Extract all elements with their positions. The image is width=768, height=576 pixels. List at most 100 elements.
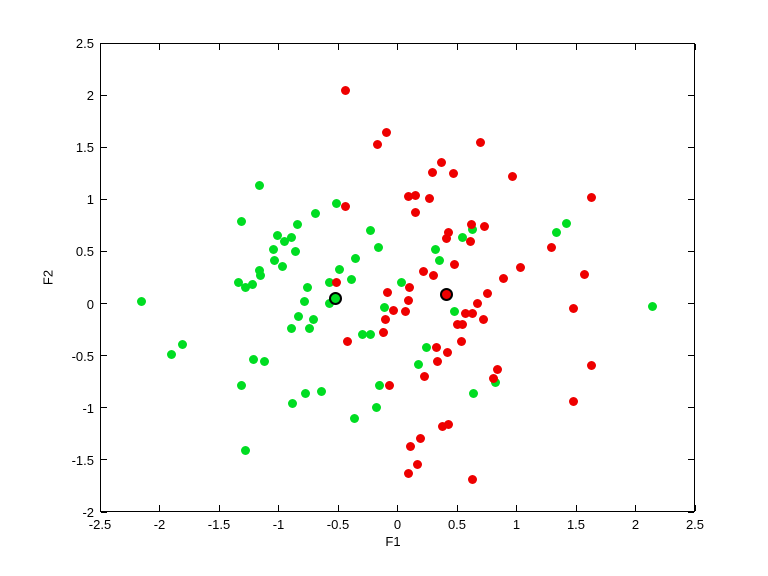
- scatter-point-green: [259, 357, 269, 367]
- scatter-point-red: [546, 242, 556, 252]
- y-tick: [101, 250, 107, 252]
- scatter-point-green: [247, 280, 257, 290]
- scatter-point-green: [552, 228, 562, 238]
- scatter-point-green: [458, 233, 468, 243]
- y-tick-right: [688, 407, 694, 409]
- scatter-point-green: [237, 381, 247, 391]
- scatter-point-green: [294, 311, 304, 321]
- scatter-point-red: [460, 309, 470, 319]
- x-tick-top: [218, 44, 220, 50]
- x-tick-top: [99, 44, 101, 50]
- x-tick-label: 0.5: [447, 517, 467, 532]
- scatter-point-green: [469, 388, 479, 398]
- scatter-point-red: [428, 270, 438, 280]
- x-tick-top: [575, 44, 577, 50]
- scatter-point-red: [569, 304, 579, 314]
- x-tick-label: 2: [631, 517, 640, 532]
- y-tick: [101, 407, 107, 409]
- scatter-point-red: [433, 357, 443, 367]
- x-tick-top: [635, 44, 636, 50]
- scatter-point-green: [371, 403, 381, 413]
- scatter-point-green: [137, 296, 147, 306]
- scatter-point-green: [300, 296, 310, 306]
- scatter-point-red: [382, 128, 392, 138]
- scatter-point-green: [237, 216, 247, 226]
- scatter-point-green: [177, 339, 187, 349]
- scatter-point-green: [287, 233, 297, 243]
- scatter-point-red: [383, 287, 393, 297]
- x-tick: [456, 505, 458, 511]
- scatter-point-red: [465, 236, 475, 246]
- scatter-point-green: [240, 283, 250, 293]
- x-tick: [575, 505, 577, 511]
- x-tick: [337, 505, 339, 511]
- scatter-point-red: [372, 139, 382, 149]
- y-tick: [101, 42, 107, 44]
- y-tick-label: -1.5: [71, 452, 94, 468]
- scatter-point-green: [346, 275, 356, 285]
- scatter-point-green: [270, 256, 280, 266]
- scatter-point-green: [467, 225, 477, 235]
- scatter-point-green: [293, 219, 303, 229]
- centroid-marker-green: [329, 291, 343, 305]
- y-tick-label: 1: [86, 192, 94, 208]
- scatter-point-green: [561, 218, 571, 228]
- scatter-point-green: [373, 242, 383, 252]
- scatter-point-red: [340, 202, 350, 212]
- scatter-point-green: [379, 303, 389, 313]
- x-tick-label: 1.5: [566, 517, 586, 532]
- scatter-point-red: [403, 191, 413, 201]
- scatter-point-green: [240, 446, 250, 455]
- scatter-point-red: [569, 397, 579, 407]
- scatter-point-red: [444, 228, 454, 238]
- scatter-point-red: [437, 158, 447, 168]
- scatter-point-red: [415, 433, 425, 443]
- scatter-point-red: [476, 137, 486, 147]
- scatter-point-red: [472, 299, 482, 309]
- y-tick-label: 2: [86, 88, 94, 104]
- scatter-point-green: [288, 399, 298, 409]
- scatter-point-red: [332, 278, 342, 288]
- scatter-point-red: [478, 314, 488, 324]
- scatter-point-green: [325, 299, 335, 309]
- scatter-point-green: [254, 265, 264, 275]
- x-tick-top: [516, 44, 517, 50]
- y-tick-right: [688, 146, 694, 148]
- x-axis-label: F1: [385, 534, 401, 549]
- scatter-point-green: [308, 314, 318, 324]
- scatter-point-red: [403, 295, 413, 305]
- y-tick-label: -0.5: [71, 348, 94, 364]
- x-tick-top: [456, 44, 458, 50]
- x-tick-top: [159, 44, 160, 50]
- scatter-point-green: [334, 264, 344, 274]
- scatter-point-red: [515, 262, 525, 272]
- scatter-point-green: [647, 302, 657, 312]
- y-tick: [101, 198, 107, 200]
- scatter-point-green: [490, 378, 500, 388]
- scatter-point-red: [466, 219, 476, 229]
- scatter-point-red: [389, 306, 399, 316]
- scatter-point-green: [332, 199, 342, 208]
- scatter-point-green: [316, 386, 326, 396]
- scatter-point-green: [233, 278, 243, 288]
- y-tick-right: [688, 94, 694, 96]
- x-tick-label: -0.5: [326, 517, 350, 532]
- y-tick-right: [688, 198, 694, 200]
- scatter-point-red: [467, 475, 477, 485]
- x-tick-top: [278, 44, 279, 50]
- scatter-point-red: [483, 288, 493, 298]
- x-tick-top: [397, 44, 398, 50]
- x-tick: [99, 505, 101, 511]
- y-tick-label: 0: [86, 296, 94, 312]
- y-tick-right: [688, 303, 694, 305]
- x-tick-label: -1: [272, 517, 285, 532]
- y-tick: [101, 511, 107, 513]
- x-tick: [635, 505, 636, 511]
- scatter-point-green: [365, 226, 375, 236]
- scatter-point-red: [427, 167, 437, 177]
- scatter-point-red: [410, 208, 420, 218]
- scatter-point-red: [441, 234, 451, 244]
- scatter-point-green: [375, 381, 385, 391]
- y-tick-right: [688, 42, 694, 44]
